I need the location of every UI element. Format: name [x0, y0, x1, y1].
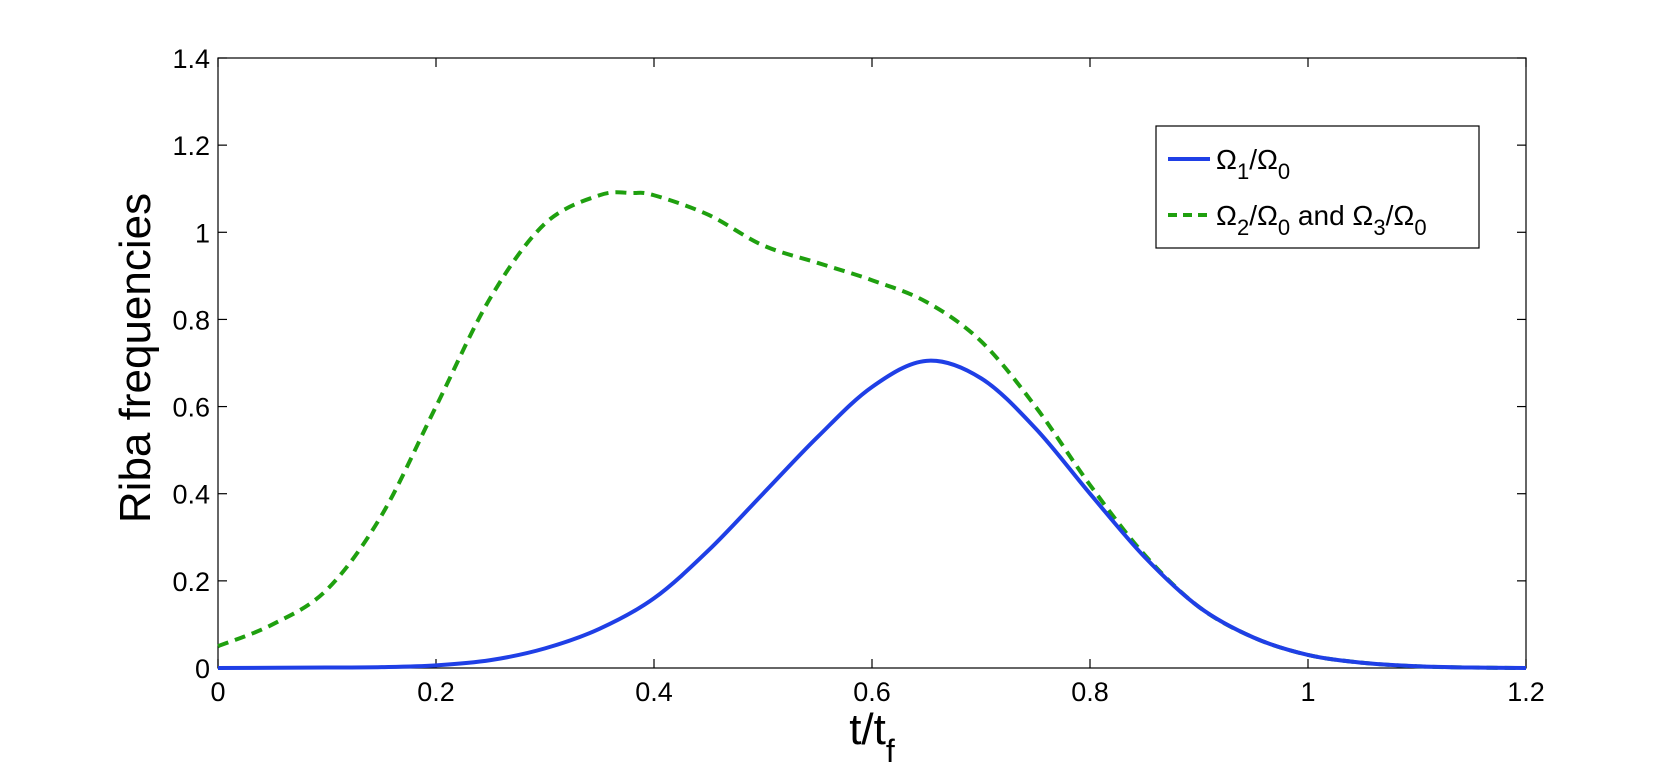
legend-box [1155, 125, 1480, 249]
x-tick-label: 1 [1300, 677, 1315, 707]
legend-label-0: Ω1/Ω0 [1216, 144, 1290, 184]
y-tick-label: 0.2 [172, 567, 210, 597]
y-tick-label: 0.8 [172, 305, 210, 335]
y-tick-label: 0 [195, 654, 210, 684]
legend-subscript: 0 [1278, 215, 1290, 240]
legend-text-part: Ω [1216, 200, 1237, 231]
y-tick-label: 1.4 [172, 44, 210, 74]
y-tick-label: 1 [195, 218, 210, 248]
x-tick-label: 0.4 [635, 677, 673, 707]
legend-text-part: Ω [1216, 144, 1237, 175]
legend-subscript: 1 [1237, 159, 1249, 184]
legend-subscript: 2 [1237, 215, 1249, 240]
x-axis-label: t/tf [849, 705, 895, 769]
legend-subscript: 0 [1414, 215, 1426, 240]
y-axis-label: Riba frequencies [111, 193, 160, 523]
x-axis-label-subscript: f [886, 733, 895, 769]
legend-text-part: and Ω [1290, 200, 1373, 231]
legend-text-part: /Ω [1249, 144, 1278, 175]
y-tick-label: 0.6 [172, 393, 210, 423]
legend-label-1: Ω2/Ω0 and Ω3/Ω0 [1216, 200, 1427, 240]
x-tick-label: 0.2 [417, 677, 455, 707]
x-tick-label: 0.6 [853, 677, 891, 707]
y-tick-label: 1.2 [172, 131, 210, 161]
series-line-omega1 [217, 358, 1527, 670]
x-axis-label-main: t/t [849, 705, 886, 754]
series-layer [217, 190, 1527, 670]
axis-labels: Riba frequencies t/tf [111, 193, 895, 769]
x-tick-label: 0.8 [1071, 677, 1109, 707]
legend-text-part: /Ω [1249, 200, 1278, 231]
axis-ticks: 0 0.2 0.4 0.6 0.8 1 1.2 0 0.2 0.4 0.6 0.8 1 1.2 1.4 [172, 44, 1544, 707]
x-tick-label: 1.2 [1507, 677, 1545, 707]
legend-subscript: 3 [1373, 215, 1385, 240]
legend-text-part: /Ω [1386, 200, 1415, 231]
legend-subscript: 0 [1278, 159, 1290, 184]
x-tick-label: 0 [210, 677, 225, 707]
y-tick-label: 0.4 [172, 480, 210, 510]
